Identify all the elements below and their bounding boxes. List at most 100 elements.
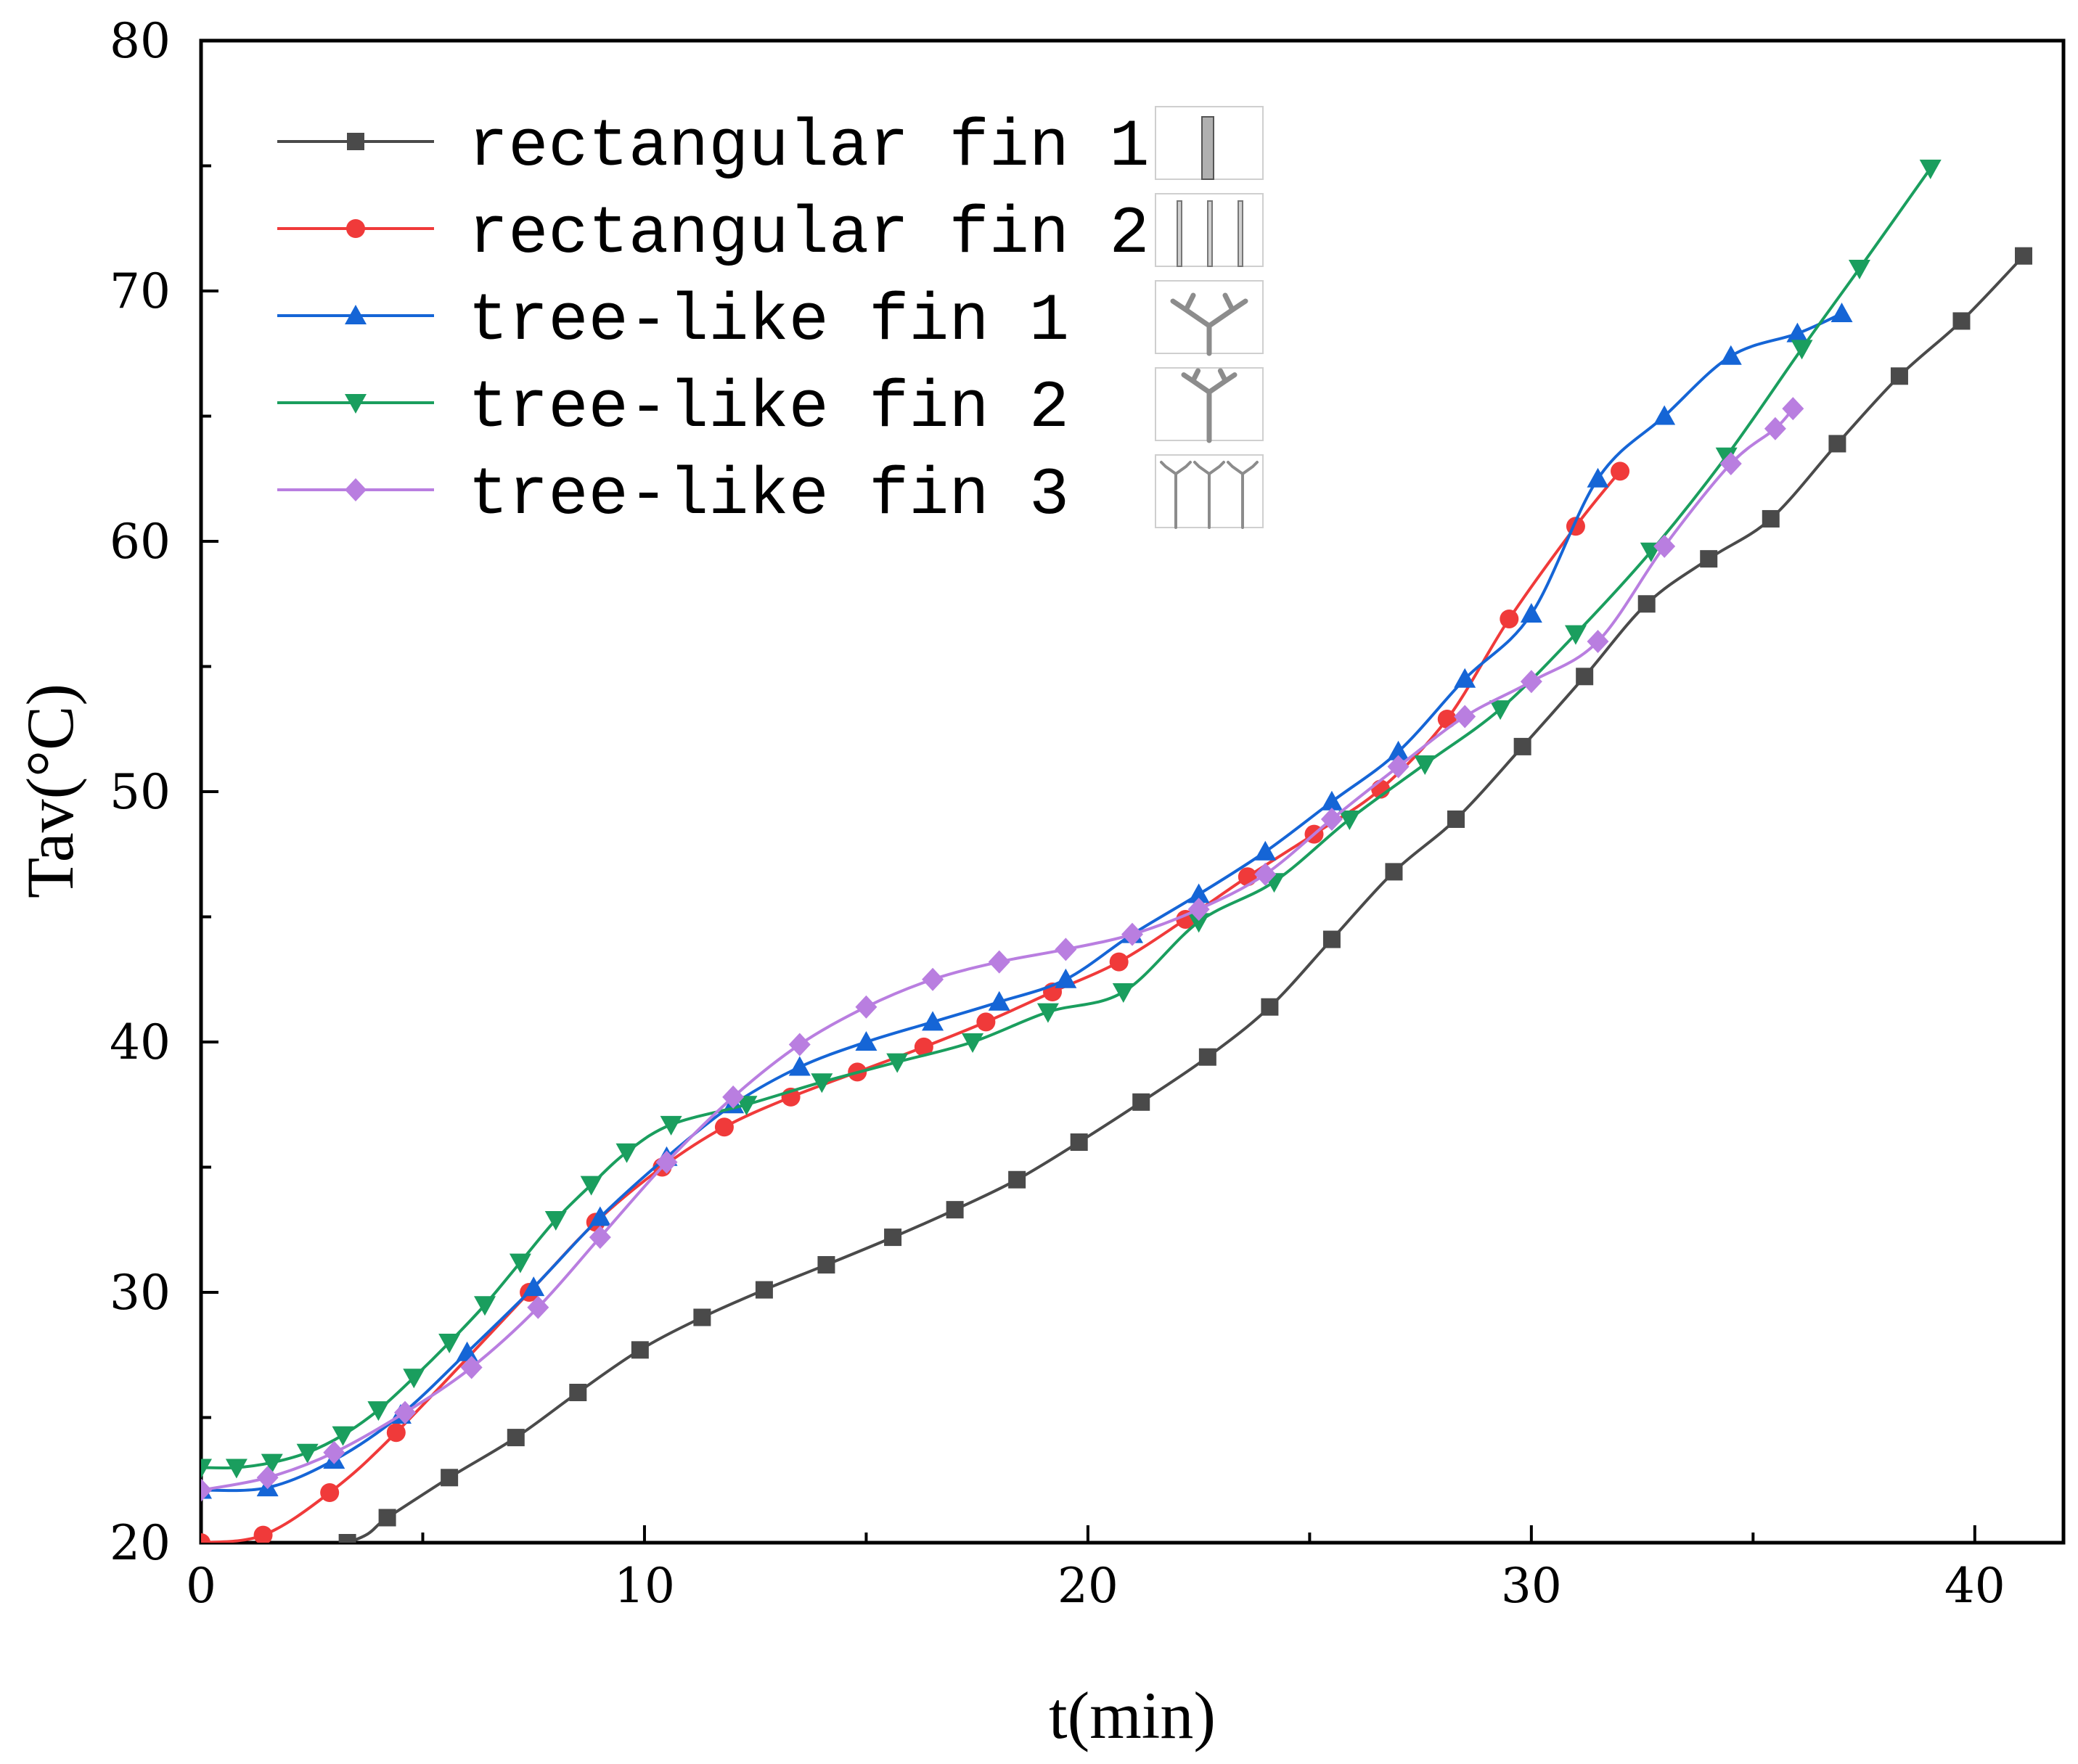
y-tick-label: 20 xyxy=(110,1515,171,1571)
data-point xyxy=(456,1341,478,1361)
large-tree-fin-icon xyxy=(1155,280,1264,356)
data-point xyxy=(1653,534,1676,558)
x-tick-label: 0 xyxy=(186,1558,216,1614)
data-point xyxy=(1719,345,1742,365)
data-point xyxy=(1187,898,1210,922)
data-point xyxy=(1653,405,1676,425)
data-point xyxy=(988,990,1010,1011)
x-tick-label: 30 xyxy=(1501,1558,1562,1614)
data-point xyxy=(1132,1093,1150,1111)
data-point xyxy=(1564,625,1587,645)
data-point xyxy=(1700,550,1718,568)
data-point xyxy=(1008,1170,1026,1189)
data-point xyxy=(1786,322,1809,342)
data-point xyxy=(855,1031,878,1051)
y-axis-ticks: 20 30 40 50 60 70 80 xyxy=(110,13,218,1571)
data-point xyxy=(201,1533,210,1543)
legend-item: rectangular fin 1 xyxy=(277,106,1264,185)
data-point xyxy=(1952,312,1971,330)
series-layer xyxy=(201,159,2033,1543)
series-line xyxy=(343,255,2025,1543)
data-point xyxy=(256,1466,279,1490)
data-point xyxy=(1637,595,1656,613)
y-axis-title: Tav(°C) xyxy=(13,684,87,898)
data-point xyxy=(1500,609,1519,628)
series-line xyxy=(201,312,1843,1493)
data-point xyxy=(886,1053,909,1073)
data-point xyxy=(1414,755,1436,776)
data-point xyxy=(1387,755,1410,779)
data-point xyxy=(527,1295,549,1319)
data-point xyxy=(1762,509,1780,528)
data-point xyxy=(1385,863,1403,881)
three-rectangular-fins-icon xyxy=(1155,193,1264,267)
data-point xyxy=(1454,705,1476,729)
data-point xyxy=(855,995,878,1019)
data-point xyxy=(1848,259,1870,279)
fin-shape xyxy=(1238,200,1243,267)
data-point xyxy=(253,1525,273,1543)
series-line xyxy=(201,167,1932,1470)
data-point xyxy=(1587,467,1609,488)
data-point xyxy=(367,1401,390,1422)
data-point xyxy=(1198,1048,1216,1066)
data-point xyxy=(589,1206,611,1226)
data-point xyxy=(1489,700,1512,721)
data-point xyxy=(261,1453,283,1474)
data-point xyxy=(544,1210,567,1231)
fin-shape xyxy=(1170,292,1248,356)
legend-label: tree-like fin 1 xyxy=(468,283,1069,359)
data-point xyxy=(1830,303,1853,323)
fin-shape xyxy=(1227,461,1259,529)
legend-item: tree-like fin 2 xyxy=(277,367,1264,446)
data-point xyxy=(1322,930,1341,948)
data-point xyxy=(1764,417,1786,440)
y-tick-label: 70 xyxy=(110,263,171,319)
data-point xyxy=(1070,1133,1088,1151)
data-point xyxy=(1261,998,1279,1016)
data-point xyxy=(394,1400,417,1424)
data-point xyxy=(1036,1003,1059,1023)
data-point xyxy=(225,1459,248,1479)
data-point xyxy=(755,1281,773,1299)
legend-label: rectangular fin 1 xyxy=(468,109,1150,185)
data-point xyxy=(1890,367,1908,385)
fin-shape xyxy=(1160,461,1192,529)
data-point xyxy=(976,1012,996,1032)
data-point xyxy=(323,1440,345,1464)
data-point xyxy=(320,1483,340,1502)
data-point xyxy=(441,1469,459,1487)
legend-marker xyxy=(345,478,367,501)
legend-label: tree-like fin 3 xyxy=(468,457,1069,533)
data-point xyxy=(988,950,1010,974)
single-rectangular-fin-icon xyxy=(1155,106,1264,180)
data-point xyxy=(1238,867,1257,887)
data-point xyxy=(817,1256,835,1274)
fin-shape xyxy=(1201,116,1214,180)
series-1 xyxy=(338,247,2033,1543)
y-tick-label: 80 xyxy=(110,13,171,69)
data-point xyxy=(922,1011,944,1031)
y-tick-label: 50 xyxy=(110,764,171,820)
data-point xyxy=(1520,603,1542,623)
data-point xyxy=(1782,397,1804,421)
data-point xyxy=(1387,740,1410,760)
series-2 xyxy=(201,461,1630,1543)
series-4 xyxy=(201,159,1942,1479)
data-point xyxy=(884,1228,902,1247)
fin-shape xyxy=(1181,368,1238,443)
legend: rectangular fin 1 rectangular fin 2 tree-l… xyxy=(277,106,1264,533)
x-tick-label: 20 xyxy=(1058,1558,1118,1614)
data-point xyxy=(338,1534,356,1543)
data-point xyxy=(811,1073,833,1094)
data-point xyxy=(332,1426,354,1446)
data-point xyxy=(403,1369,425,1389)
data-point xyxy=(296,1443,319,1464)
data-point xyxy=(569,1384,587,1401)
data-point xyxy=(1187,883,1210,903)
data-point xyxy=(580,1176,602,1196)
data-point xyxy=(788,1056,811,1076)
data-point xyxy=(2015,247,2033,265)
data-point xyxy=(1320,790,1343,811)
data-point xyxy=(460,1355,483,1379)
